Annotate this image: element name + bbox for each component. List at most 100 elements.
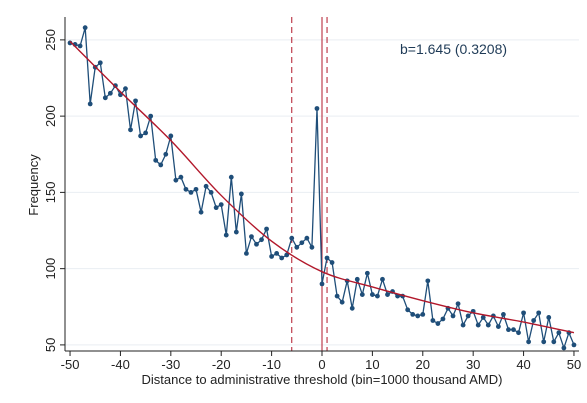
x-tick-label: -40 — [111, 357, 130, 372]
frequency-point — [380, 276, 385, 282]
frequency-point — [254, 241, 259, 247]
frequency-point — [102, 95, 108, 101]
x-tick-label: 50 — [567, 357, 581, 372]
frequency-point — [304, 235, 310, 241]
frequency-point — [183, 186, 189, 192]
frequency-point — [339, 299, 345, 305]
x-tick-label: 40 — [516, 357, 530, 372]
frequency-point — [107, 90, 113, 96]
frequency-point — [264, 226, 269, 232]
x-tick-label: -50 — [61, 357, 80, 372]
frequency-point — [334, 293, 340, 299]
frequency-point — [536, 310, 542, 316]
frequency-point — [208, 189, 214, 195]
frequency-point — [440, 316, 446, 322]
frequency-point — [571, 342, 577, 348]
frequency-point — [475, 322, 481, 328]
x-axis-title: Distance to administrative threshold (bi… — [142, 372, 503, 387]
frequency-point — [299, 240, 305, 246]
frequency-point — [319, 281, 325, 287]
y-tick-label: 100 — [43, 258, 58, 280]
frequency-point — [123, 86, 128, 92]
y-tick-label: 50 — [43, 338, 58, 352]
x-tick-label: 30 — [466, 357, 480, 372]
x-tick-label: -20 — [212, 357, 231, 372]
fitted-curve — [69, 40, 575, 334]
frequency-point — [521, 310, 526, 316]
frequency-point — [233, 229, 239, 235]
frequency-point — [309, 244, 315, 250]
frequency-point — [77, 43, 83, 49]
frequency-point — [415, 313, 421, 319]
x-tick-label: -30 — [161, 357, 180, 372]
frequency-point — [354, 276, 360, 282]
frequency-point — [133, 98, 138, 104]
frequency-point — [460, 322, 466, 328]
frequency-point — [153, 157, 159, 163]
frequency-point — [405, 307, 411, 313]
frequency-point — [138, 133, 143, 139]
frequency-point — [294, 244, 300, 250]
frequency-point — [531, 318, 537, 323]
frequency-point — [203, 183, 209, 189]
frequency-point — [556, 330, 562, 336]
frequency-point — [143, 130, 149, 136]
x-tick-label: -10 — [262, 357, 281, 372]
y-tick-label: 150 — [43, 182, 58, 204]
frequency-point — [410, 311, 416, 317]
frequency-point — [274, 250, 280, 256]
frequency-point — [329, 260, 335, 265]
frequency-point — [511, 327, 516, 333]
frequency-point — [430, 318, 436, 323]
frequency-point — [188, 189, 194, 195]
frequency-point — [178, 174, 184, 180]
x-tick-label: 10 — [365, 357, 379, 372]
y-axis-title: Frequency — [26, 154, 41, 216]
frequency-point — [223, 232, 229, 238]
frequency-point — [541, 339, 547, 345]
frequency-point — [279, 255, 285, 261]
frequency-point — [259, 237, 264, 243]
frequency-point — [425, 278, 431, 284]
frequency-point — [385, 292, 390, 297]
y-tick-label: 250 — [43, 29, 58, 51]
frequency-point — [269, 254, 275, 259]
frequency-point — [324, 255, 330, 261]
frequency-point — [495, 324, 501, 329]
frequency-point — [561, 345, 567, 351]
frequency-point — [420, 311, 426, 317]
frequency-point — [244, 250, 249, 256]
frequency-point — [82, 25, 88, 31]
frequency-point — [87, 101, 93, 107]
frequency-point — [213, 205, 219, 211]
frequency-point — [501, 311, 506, 317]
frequency-point — [480, 315, 486, 320]
frequency-point — [506, 327, 511, 333]
frequency-point — [158, 162, 164, 168]
x-tick-label: 0 — [318, 357, 325, 372]
frequency-point — [249, 234, 254, 240]
frequency-point — [465, 313, 471, 319]
frequency-point — [163, 151, 169, 157]
frequency-point — [193, 186, 199, 192]
frequency-point — [168, 133, 174, 139]
frequency-point — [526, 339, 532, 345]
frequency-point — [375, 293, 380, 299]
frequency-point — [148, 113, 154, 119]
frequency-point — [218, 202, 224, 207]
frequency-point — [546, 315, 552, 320]
frequency-point — [314, 106, 320, 111]
axes: -50 -40 -30 -20 -10 0 10 20 30 40 50 50 100 150 200 250 — [43, 17, 581, 372]
threshold-lines — [291, 17, 328, 351]
x-tick-label: 20 — [416, 357, 430, 372]
frequency-point — [238, 191, 244, 197]
frequency-point — [551, 339, 557, 345]
frequency-point — [516, 330, 521, 336]
frequency-point — [97, 60, 103, 66]
y-tick-label: 200 — [43, 105, 58, 127]
frequency-point — [349, 305, 355, 311]
frequency-point — [485, 322, 491, 328]
frequency-point — [198, 209, 204, 215]
